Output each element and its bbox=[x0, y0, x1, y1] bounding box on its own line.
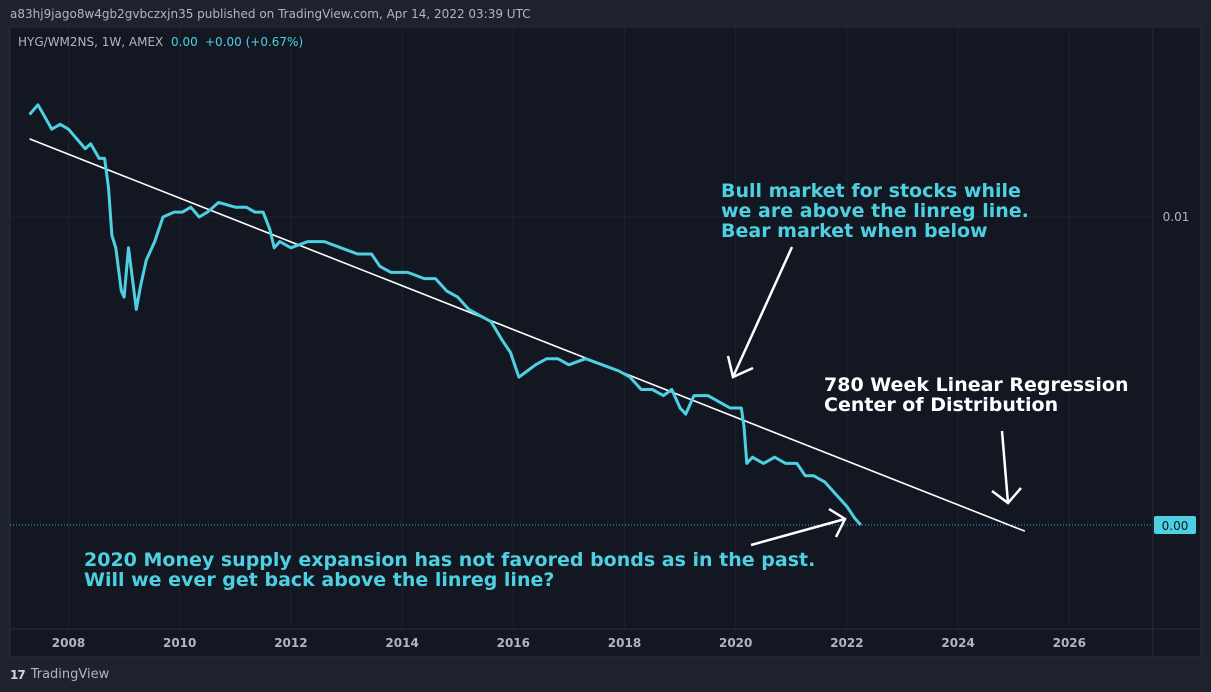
price-tag: 0.00 bbox=[1154, 516, 1196, 534]
annotation-regression-line1: 780 Week Linear Regression bbox=[824, 374, 1129, 396]
published-caption: a83hj9jago8w4gb2gvbczxjn35 published on … bbox=[10, 7, 531, 21]
x-tick-label-2016: 2016 bbox=[497, 636, 530, 650]
x-axis: 2008 2010 2012 2014 2016 2018 2020 2022 2024 2026 bbox=[52, 636, 1086, 650]
tradingview-logo-icon: 17 bbox=[10, 667, 26, 682]
arrow-to-linreg bbox=[726, 246, 794, 379]
x-tick-label-2008: 2008 bbox=[52, 636, 85, 650]
brand-label: TradingView bbox=[30, 667, 110, 682]
annotation-bull-line2: we are above the linreg line. bbox=[721, 200, 1029, 222]
legend-value: 0.00 bbox=[171, 35, 198, 49]
annotation-bull-line3: Bear market when below bbox=[721, 220, 988, 242]
legend-change: +0.00 (+0.67%) bbox=[205, 35, 303, 49]
x-tick-label-2026: 2026 bbox=[1053, 636, 1086, 650]
annotation-money-line2: Will we ever get back above the linreg l… bbox=[84, 569, 554, 591]
arrow-to-regression-end bbox=[991, 430, 1022, 505]
tradingview-brand[interactable]: 17 TradingView bbox=[10, 667, 109, 682]
y-tick-label-0.01: 0.01 bbox=[1163, 210, 1190, 224]
x-tick-label-2020: 2020 bbox=[719, 636, 752, 650]
chart-background bbox=[9, 26, 1202, 658]
annotation-bull-line1: Bull market for stocks while bbox=[721, 180, 1021, 202]
price-tag-box bbox=[1154, 516, 1196, 534]
price-tag-label: 0.00 bbox=[1162, 519, 1189, 533]
x-tick-label-2014: 2014 bbox=[385, 636, 418, 650]
regression-line bbox=[29, 138, 1026, 532]
arrow-to-series-end bbox=[750, 507, 847, 547]
y-axis: 0.01 bbox=[1163, 210, 1190, 224]
annotation-money-line1: 2020 Money supply expansion has not favo… bbox=[84, 549, 815, 571]
annotation-regression-line2: Center of Distribution bbox=[824, 394, 1058, 416]
x-tick-label-2012: 2012 bbox=[274, 636, 307, 650]
series-line-hyg-wm2ns bbox=[28, 103, 862, 527]
x-tick-label-2022: 2022 bbox=[830, 636, 863, 650]
x-tick-label-2010: 2010 bbox=[163, 636, 196, 650]
legend-symbol: HYG/WM2NS, 1W, AMEX bbox=[18, 35, 163, 49]
x-tick-label-2018: 2018 bbox=[608, 636, 641, 650]
x-tick-label-2024: 2024 bbox=[941, 636, 974, 650]
